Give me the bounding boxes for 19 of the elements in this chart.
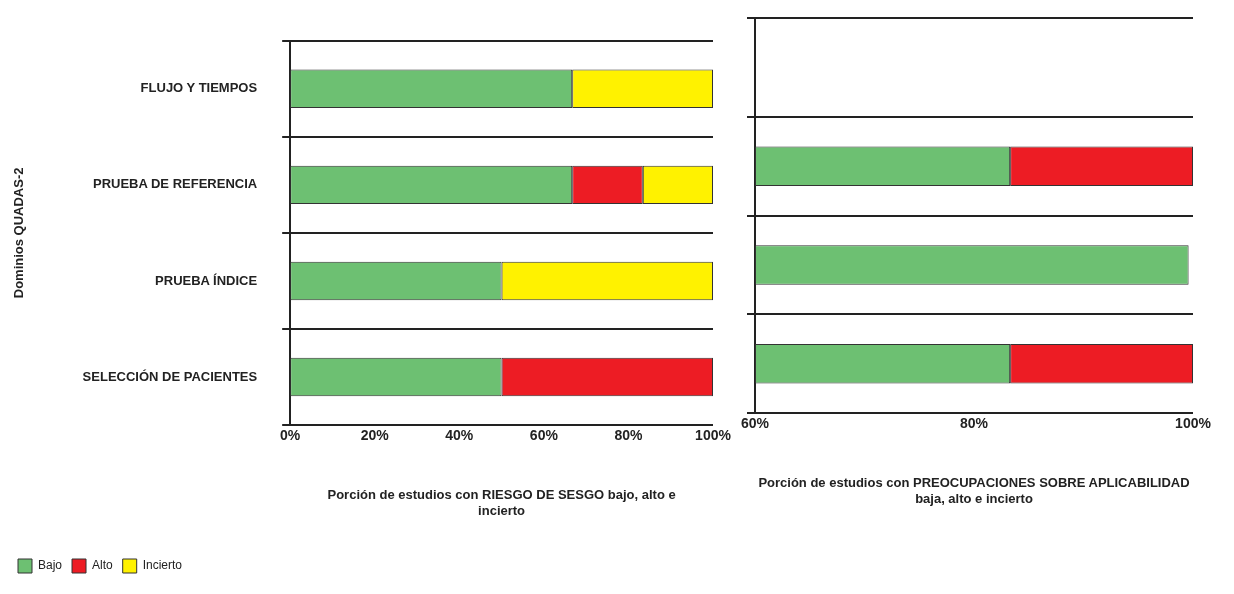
x-tick-label: 80% [614,427,643,444]
y-tick-label: PRUEBA DE REFERENCIA [92,176,258,192]
y-tick-label: FLUJO Y TIEMPOS [140,80,258,96]
y-axis-title: Dominios QUADAS-2 [11,167,27,299]
legend-label: Incierto [142,558,183,573]
legend-label: Alto [92,558,114,573]
legend-label: Bajo [38,558,63,573]
x-tick-label: 40% [445,427,474,444]
x-axis-title: Porción de estudios con PREOCUPACIONES SOBRE APLICABILIDAD baja, alto e incierto [758,475,1190,506]
x-tick-label: 60% [529,427,559,444]
x-tick-label: 100% [1175,415,1212,432]
x-tick-label: 0% [280,427,301,444]
x-tick-label: 100% [695,427,732,444]
x-tick-label: 20% [360,427,390,444]
x-tick-label: 60% [740,415,770,432]
y-tick-label: PRUEBA ÍNDICE [155,272,258,288]
x-tick-label: 80% [959,415,989,432]
y-tick-label: SELECCIÓN DE PACIENTES [82,368,258,384]
x-axis-title: Porción de estudios con RIESGO DE SESGO bajo, alto e incierto [327,487,676,518]
